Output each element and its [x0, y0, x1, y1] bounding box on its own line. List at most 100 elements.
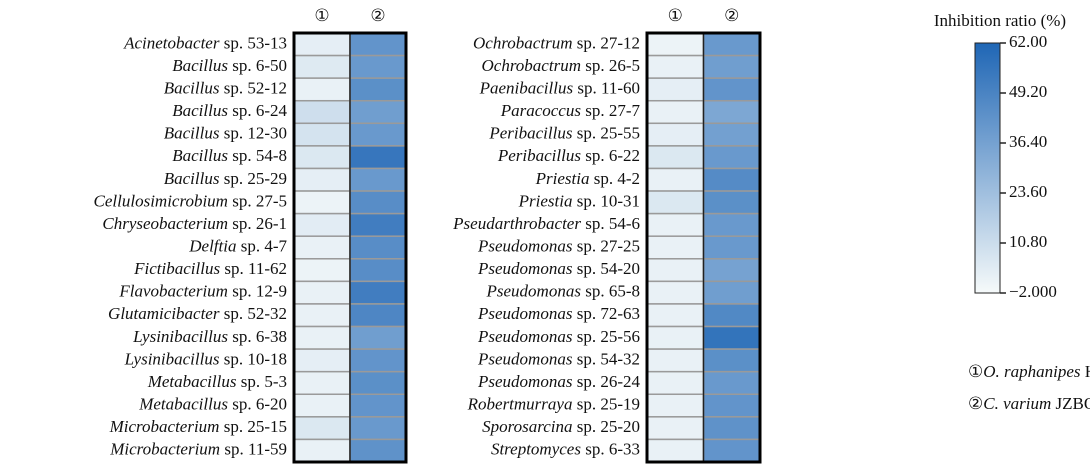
row-label: Pseudarthrobacter sp. 54-6: [452, 214, 640, 233]
row-label: Sporosarcina sp. 25-20: [482, 417, 640, 436]
row-label: Pseudomonas sp. 26-24: [477, 372, 640, 391]
heat-cell: [293, 122, 351, 147]
row-label: Pseudomonas sp. 65-8: [486, 282, 640, 301]
heat-cell: [646, 416, 705, 441]
legend-entry: ②C. varium JZBQA1: [968, 394, 1090, 413]
row-label: Bacillus sp. 25-29: [164, 169, 287, 188]
heat-cell: [349, 212, 407, 237]
row-label: Lysinibacillus sp. 6-38: [132, 327, 287, 346]
heat-cell: [646, 99, 705, 125]
row-label: Paracoccus sp. 27-7: [500, 101, 641, 120]
heat-cell: [349, 348, 407, 373]
row-label: Pseudomonas sp. 27-25: [477, 236, 640, 255]
column-label: ②: [724, 6, 739, 25]
heat-cell: [293, 54, 351, 79]
heat-cell: [646, 348, 705, 373]
row-label: Priestia sp. 4-2: [535, 169, 640, 188]
column-label: ①: [314, 6, 329, 25]
colorbar-tick-label: 49.20: [1009, 82, 1047, 101]
heat-cell: [702, 145, 761, 170]
heat-cell: [293, 416, 351, 441]
heat-cell: [293, 325, 351, 350]
heat-cell: [646, 325, 705, 350]
row-label: Bacillus sp. 6-50: [172, 56, 287, 75]
heat-cell: [646, 438, 705, 463]
heat-cell: [702, 370, 761, 396]
row-label: Pseudomonas sp. 25-56: [477, 327, 640, 346]
heat-cell: [702, 122, 761, 147]
heat-cell: [293, 280, 351, 305]
heat-cell: [349, 167, 407, 192]
heat-cell: [702, 438, 761, 463]
colorbar-title: Inhibition ratio (%): [934, 11, 1066, 30]
heat-cell: [646, 212, 705, 237]
heat-cell: [293, 167, 351, 192]
heat-cell: [293, 370, 351, 396]
heat-cell: [646, 32, 705, 57]
heat-cell: [293, 145, 351, 170]
heat-cell: [702, 235, 761, 260]
heatmap-border: [292, 31, 408, 464]
heat-cell: [646, 54, 705, 79]
heat-cell: [646, 258, 705, 283]
row-label: Fictibacillus sp. 11-62: [133, 259, 287, 278]
heat-cell: [293, 393, 351, 418]
heat-cell: [646, 145, 705, 170]
heat-cell: [293, 190, 351, 215]
row-label: Pseudomonas sp. 54-32: [477, 349, 640, 368]
heat-cell: [349, 145, 407, 170]
row-label: Peribacillus sp. 6-22: [497, 146, 640, 165]
heat-cell: [349, 438, 407, 463]
row-label: Cellulosimicrobium sp. 27-5: [94, 191, 287, 210]
heat-cell: [349, 99, 407, 125]
heat-cell: [349, 370, 407, 396]
heat-cell: [349, 393, 407, 418]
row-label: Metabacillus sp. 5-3: [147, 372, 287, 391]
heat-cell: [702, 167, 761, 192]
heat-cell: [702, 77, 761, 102]
heat-cell: [293, 99, 351, 125]
row-label: Paenibacillus sp. 11-60: [479, 78, 640, 97]
heat-cell: [293, 258, 351, 283]
heat-cell: [702, 99, 761, 125]
row-label: Microbacterium sp. 25-15: [109, 417, 287, 436]
row-label: Ochrobactrum sp. 26-5: [482, 56, 641, 75]
heat-cell: [293, 438, 351, 463]
heat-cell: [702, 348, 761, 373]
heat-cell: [702, 212, 761, 237]
heat-cell: [646, 303, 705, 328]
row-label: Streptomyces sp. 6-33: [491, 440, 640, 459]
column-label: ②: [370, 6, 385, 25]
heat-cell: [702, 258, 761, 283]
row-label: Bacillus sp. 6-24: [172, 101, 287, 120]
colorbar-tick-label: 62.00: [1009, 32, 1047, 51]
row-label: Delftia sp. 4-7: [188, 236, 287, 255]
heat-cell: [646, 393, 705, 418]
heat-cell: [293, 212, 351, 237]
heat-cell: [349, 77, 407, 102]
heat-cell: [702, 303, 761, 328]
heat-cell: [702, 54, 761, 79]
heat-cell: [349, 416, 407, 441]
heat-cell: [646, 280, 705, 305]
row-label: Pseudomonas sp. 72-63: [477, 304, 640, 323]
row-label: Glutamicibacter sp. 52-32: [108, 304, 287, 323]
heat-cell: [293, 77, 351, 102]
row-label: Pseudomonas sp. 54-20: [477, 259, 640, 278]
row-label: Metabacillus sp. 6-20: [138, 394, 287, 413]
heat-cell: [702, 393, 761, 418]
row-label: Lysinibacillus sp. 10-18: [124, 349, 287, 368]
row-label: Bacillus sp. 54-8: [172, 146, 287, 165]
heat-cell: [646, 167, 705, 192]
heat-cell: [702, 280, 761, 305]
heat-cell: [702, 32, 761, 57]
heat-cell: [646, 122, 705, 147]
colorbar-tick-label: −2.000: [1009, 282, 1057, 301]
heat-cell: [349, 32, 407, 57]
heat-cell: [349, 54, 407, 79]
colorbar: [974, 42, 1001, 294]
row-label: Flavobacterium sp. 12-9: [118, 282, 287, 301]
row-label: Robertmurraya sp. 25-19: [467, 394, 640, 413]
heat-cell: [646, 77, 705, 102]
